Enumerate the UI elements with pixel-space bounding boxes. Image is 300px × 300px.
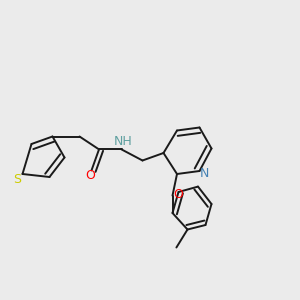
Text: N: N [200, 167, 210, 180]
Text: O: O [85, 169, 95, 182]
Text: NH: NH [114, 135, 132, 148]
Text: O: O [173, 188, 183, 201]
Text: S: S [13, 173, 21, 186]
